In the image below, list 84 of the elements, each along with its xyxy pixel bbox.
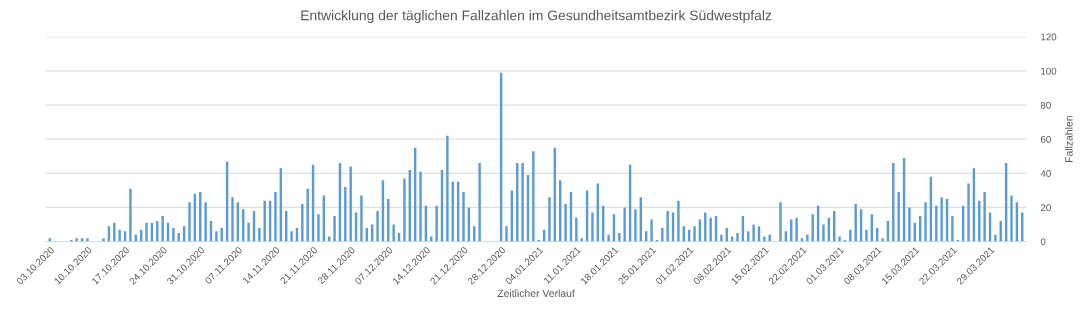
bar: [172, 227, 175, 242]
bar: [521, 163, 524, 242]
bar: [736, 233, 739, 242]
bar: [301, 204, 304, 242]
bar: [677, 200, 680, 242]
y-tick-label: 60: [1040, 135, 1051, 143]
bar: [102, 238, 105, 242]
bar: [258, 227, 261, 242]
chart-title: Entwicklung der täglichen Fallzahlen im Gesundheitsamtbezirk Südwestpfalz: [301, 10, 772, 24]
y-tick-label: 120: [1041, 33, 1057, 41]
bar: [392, 224, 395, 242]
bar: [188, 202, 191, 242]
bar: [650, 219, 653, 242]
bar: [306, 188, 309, 242]
bar: [376, 210, 379, 242]
bar: [446, 135, 449, 242]
bar: [344, 186, 347, 242]
bar: [478, 163, 481, 242]
bar: [881, 238, 884, 242]
bar: [779, 202, 782, 242]
bar: [247, 222, 250, 242]
bar: [618, 233, 621, 242]
bar: [419, 171, 422, 242]
bar: [435, 205, 438, 242]
bar: [1010, 195, 1013, 242]
bar: [215, 231, 218, 242]
y-tick-label: 80: [1040, 101, 1051, 109]
bar: [403, 178, 406, 242]
bar: [967, 183, 970, 242]
bar: [75, 238, 78, 242]
y-tick-label: 0: [1040, 238, 1046, 246]
bar: [865, 229, 868, 242]
bar: [892, 163, 895, 242]
bar: [897, 192, 900, 242]
bar: [575, 217, 578, 242]
bar: [161, 216, 164, 242]
bar: [940, 197, 943, 242]
bar: [822, 224, 825, 242]
bar: [333, 216, 336, 242]
bar: [204, 202, 207, 242]
bar: [86, 238, 89, 242]
x-axis-title: Zeitlicher Verlauf: [497, 289, 575, 298]
bar: [720, 234, 723, 242]
bar: [634, 209, 637, 242]
bar: [951, 216, 954, 242]
bar: [349, 166, 352, 242]
bar: [129, 188, 132, 242]
bar: [849, 229, 852, 242]
bar: [763, 236, 766, 242]
y-axis-title: Fallzahlen: [1064, 116, 1073, 163]
bar: [113, 222, 116, 242]
bar: [231, 197, 234, 242]
y-tick-label: 20: [1040, 204, 1051, 212]
bar: [505, 226, 508, 242]
bar: [317, 214, 320, 242]
bar: [854, 204, 857, 242]
bar: [564, 204, 567, 242]
bar: [580, 238, 583, 242]
bar: [795, 217, 798, 242]
bar: [693, 226, 696, 242]
bar: [661, 227, 664, 242]
bar: [387, 198, 390, 242]
bar: [607, 234, 610, 242]
bar: [752, 224, 755, 242]
bar: [548, 197, 551, 242]
bar: [709, 217, 712, 242]
bar: [908, 207, 911, 242]
bar: [924, 202, 927, 242]
y-tick-label: 100: [1041, 67, 1057, 75]
bar: [623, 207, 626, 242]
bar: [360, 195, 363, 242]
bar: [838, 236, 841, 242]
bar: [118, 229, 121, 242]
bar: [666, 210, 669, 242]
bar: [591, 212, 594, 242]
bar: [983, 192, 986, 242]
bar: [145, 222, 148, 242]
y-tick-label: 40: [1040, 170, 1051, 177]
bar: [806, 234, 809, 242]
bar: [274, 192, 277, 242]
bar: [462, 192, 465, 242]
bar: [994, 234, 997, 242]
bar: [290, 231, 293, 242]
bar: [532, 151, 535, 242]
